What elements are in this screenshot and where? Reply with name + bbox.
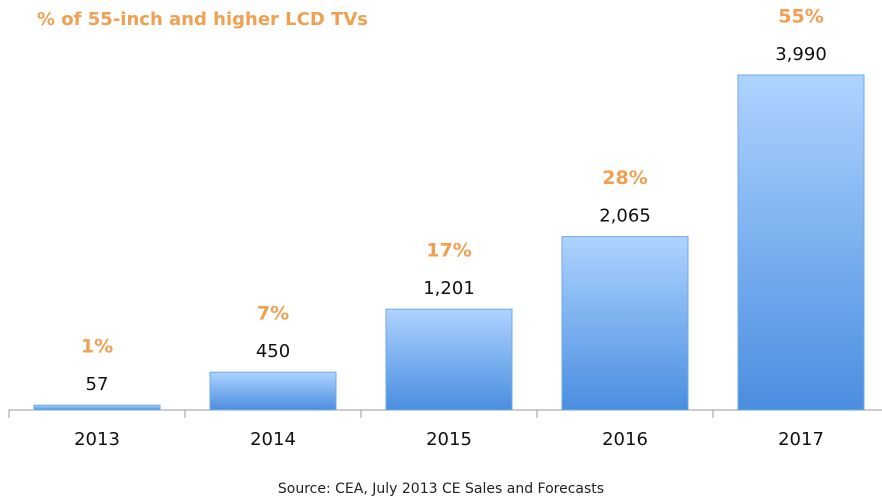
x-tick-label: 2016 <box>602 429 648 450</box>
bar <box>209 371 337 411</box>
bar <box>33 404 161 411</box>
source: Source: CEA, July 2013 CE Sales and Fore… <box>278 481 604 497</box>
value-label: 2,065 <box>599 206 651 227</box>
bar <box>737 74 865 411</box>
bar <box>385 308 513 411</box>
x-tick-label: 2013 <box>74 429 120 450</box>
share-label: 28% <box>602 167 647 189</box>
share-label: 55% <box>778 6 823 28</box>
value-label: 1,201 <box>423 278 475 299</box>
x-tick-label: 2015 <box>426 429 472 450</box>
share-title: % of 55-inch and higher LCD TVs <box>37 9 368 30</box>
share-label: 17% <box>426 240 471 262</box>
x-tick-label: 2017 <box>778 429 824 450</box>
share-label: 7% <box>257 303 289 325</box>
value-label: 3,990 <box>775 44 827 65</box>
bar <box>561 236 689 411</box>
x-tick-label: 2014 <box>250 429 296 450</box>
value-label: 450 <box>256 341 290 362</box>
share-label: 1% <box>81 336 113 358</box>
value-label: 57 <box>86 374 109 395</box>
